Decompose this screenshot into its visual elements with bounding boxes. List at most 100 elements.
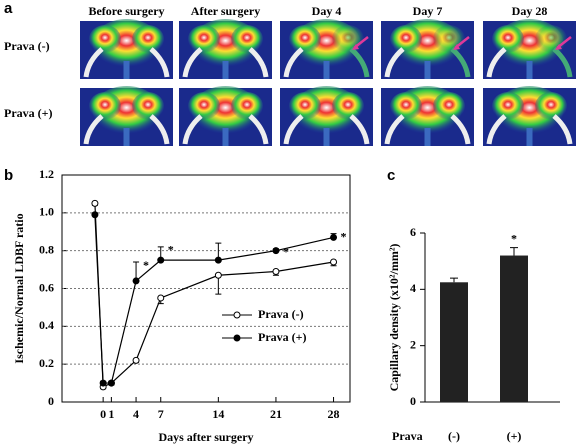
x-tick-label: (+) — [507, 429, 522, 443]
heat-left — [289, 92, 321, 120]
significance-mark: * — [511, 231, 517, 245]
heat-right — [231, 92, 263, 120]
perfusion-image — [179, 19, 272, 79]
column-header: Day 7 — [413, 4, 443, 18]
arrow-head — [555, 44, 562, 50]
y-tick-label: 0.4 — [39, 318, 54, 332]
heat-right — [433, 25, 465, 53]
tail — [526, 128, 533, 146]
leg-left — [182, 114, 203, 145]
legend-marker — [233, 311, 241, 319]
bar — [440, 282, 468, 402]
column-header: Before surgery — [88, 4, 164, 18]
significance-mark: * — [341, 229, 347, 243]
y-tick-label: 1.0 — [39, 205, 54, 219]
leg-left — [384, 47, 405, 78]
heat-right — [132, 25, 164, 53]
x-tick-label: 28 — [328, 407, 340, 421]
legend-label: Prava (+) — [258, 330, 307, 344]
row-label: Prava (-) — [4, 39, 50, 53]
heat-left — [89, 25, 121, 53]
perfusion-image — [381, 86, 474, 146]
data-point — [330, 233, 338, 241]
leg-right — [149, 114, 170, 145]
y-tick-label: 0.6 — [39, 280, 54, 294]
column-header: After surgery — [191, 4, 260, 18]
heat-left — [492, 92, 524, 120]
arrow-head — [453, 44, 460, 50]
y-tick-label: 0.8 — [39, 242, 54, 256]
leg-left — [283, 114, 304, 145]
perfusion-image — [483, 19, 576, 79]
perfusion-image — [483, 86, 576, 146]
legend-marker — [233, 334, 241, 342]
heat-left — [89, 92, 121, 120]
leg-left — [486, 114, 507, 145]
y-tick-label: 0 — [48, 394, 54, 408]
leg-left — [83, 47, 104, 78]
tail — [323, 61, 330, 79]
x-tick-label: 4 — [133, 407, 139, 421]
heat-left — [390, 25, 422, 53]
panel-c: c 0 2 4 6 Capillary density (x10²/mm²) Prava (-… — [387, 167, 560, 443]
heat-left — [390, 92, 422, 120]
data-point — [272, 247, 280, 255]
heat-left — [188, 92, 220, 120]
heat-right — [433, 92, 465, 120]
data-point — [157, 256, 165, 264]
heat-left — [289, 25, 321, 53]
panel-label: a — [4, 0, 13, 17]
y-tick-label: 2 — [410, 337, 416, 351]
y-tick-label: 0 — [410, 394, 416, 408]
significance-mark: * — [283, 245, 289, 259]
leg-right — [349, 47, 370, 78]
heat-left — [188, 25, 220, 53]
panel-label: c — [387, 167, 395, 184]
x-tick-label: 1 — [108, 407, 114, 421]
data-point — [132, 356, 140, 364]
bar — [500, 255, 528, 402]
tail — [222, 128, 229, 146]
leg-right — [450, 114, 471, 145]
tail — [424, 61, 431, 79]
leg-right — [450, 47, 471, 78]
leg-right — [552, 114, 573, 145]
leg-left — [384, 114, 405, 145]
tail — [424, 128, 431, 146]
leg-right — [349, 114, 370, 145]
perfusion-image — [80, 19, 173, 79]
column-header: Day 28 — [512, 4, 548, 18]
x-axis-label: Days after surgery — [158, 430, 253, 444]
leg-right — [248, 47, 269, 78]
y-tick-label: 4 — [410, 281, 416, 295]
heat-right — [535, 92, 567, 120]
data-point — [214, 271, 222, 279]
significance-mark: * — [168, 243, 174, 257]
perfusion-image — [80, 86, 173, 146]
data-point — [272, 267, 280, 275]
error-bar — [510, 247, 518, 256]
x-tick-label: 7 — [158, 407, 164, 421]
perfusion-image — [280, 86, 373, 146]
tail — [222, 61, 229, 79]
x-tick-label: 21 — [270, 407, 282, 421]
heat-right — [132, 92, 164, 120]
tail — [323, 128, 330, 146]
y-tick-label: 6 — [410, 225, 416, 239]
error-bar — [450, 277, 458, 283]
data-point — [107, 379, 115, 387]
column-header: Day 4 — [312, 4, 342, 18]
y-axis-label: Capillary density (x10²/mm²) — [387, 244, 401, 392]
x-tick-label: 0 — [100, 407, 106, 421]
tail — [123, 128, 130, 146]
data-point — [214, 256, 222, 264]
tail — [526, 61, 533, 79]
heat-right — [332, 92, 364, 120]
data-point — [157, 294, 165, 302]
leg-right — [149, 47, 170, 78]
perfusion-image — [179, 86, 272, 146]
series-line — [94, 214, 334, 384]
panel-label: b — [4, 167, 13, 184]
